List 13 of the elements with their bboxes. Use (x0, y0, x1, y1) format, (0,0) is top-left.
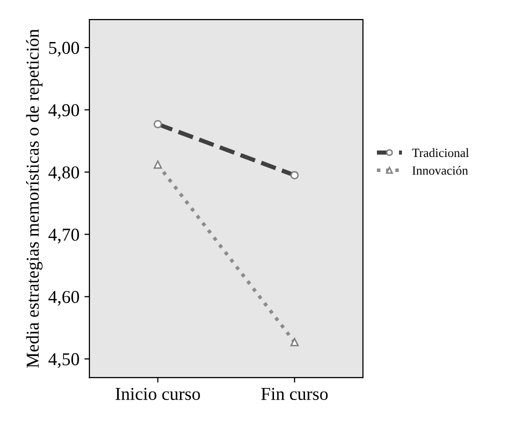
y-tick-label: 5,00 (49, 42, 80, 57)
legend-label: Innovación (412, 166, 468, 175)
y-tick-label: 4,90 (48, 104, 80, 119)
y-tick-label: 4,70 (48, 228, 80, 244)
point (154, 160, 162, 169)
y-tick-label: 4,60 (48, 290, 80, 306)
y-tick-label: 4,80 (48, 166, 80, 182)
y-axis-title: Media estrategias memorísticas o de repetición (26, 29, 43, 368)
legend-label: Tradicional (412, 148, 469, 158)
x-tick-label: Fin curso (261, 388, 328, 400)
x-tick-label: Inicio curso (116, 388, 200, 400)
point (290, 338, 299, 346)
y-tick-label: 4,50 (48, 353, 80, 368)
